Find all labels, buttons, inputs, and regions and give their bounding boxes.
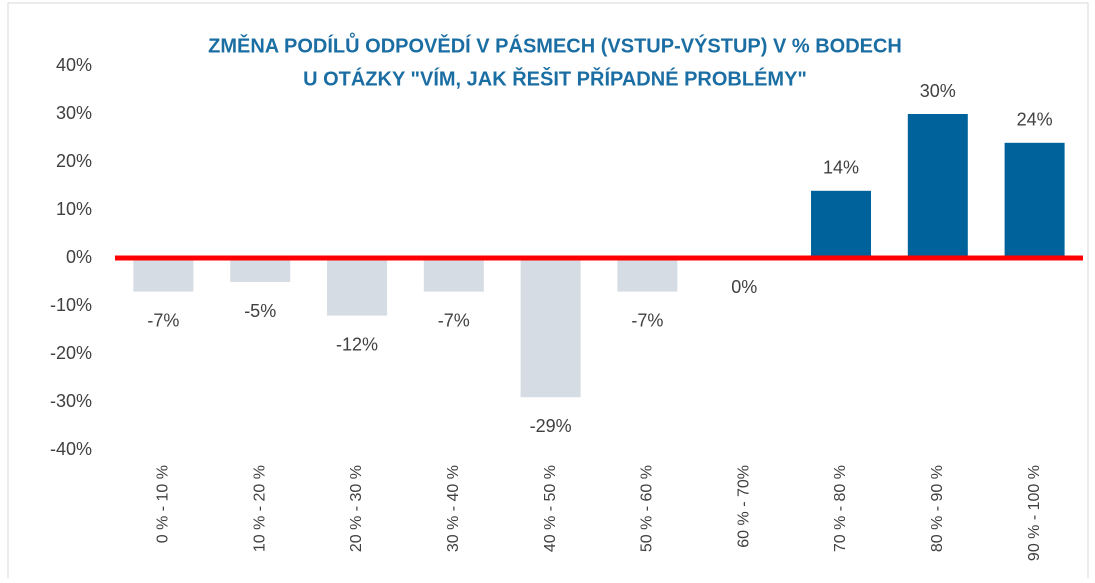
x-tick-label: 50 % - 60 % bbox=[639, 465, 656, 552]
value-label: 0% bbox=[731, 277, 757, 297]
value-label: 30% bbox=[920, 81, 956, 101]
y-tick-label: 20% bbox=[56, 151, 92, 171]
bar bbox=[327, 258, 387, 316]
bar bbox=[520, 258, 581, 398]
bar bbox=[617, 258, 678, 292]
chart-frame bbox=[7, 2, 1089, 583]
x-tick-label: 10 % - 20 % bbox=[251, 465, 268, 552]
value-label: -7% bbox=[631, 310, 663, 330]
value-label: -29% bbox=[530, 416, 572, 436]
y-tick-label: 40% bbox=[56, 55, 92, 75]
y-tick-label: -40% bbox=[50, 439, 92, 459]
y-tick-label: -30% bbox=[50, 391, 92, 411]
bar bbox=[811, 190, 871, 258]
chart-title: ZMĚNA PODÍLŮ ODPOVĚDÍ V PÁSMECH (VSTUP-V… bbox=[208, 31, 902, 57]
x-tick-label: 90 % - 100 % bbox=[1026, 465, 1043, 561]
x-tick-label: 30 % - 40 % bbox=[445, 465, 462, 552]
value-label: -7% bbox=[438, 310, 470, 330]
bar bbox=[1004, 142, 1065, 258]
y-tick-label: -10% bbox=[50, 295, 92, 315]
chart-title: U OTÁZKY "VÍM, JAK ŘEŠIT PŘÍPADNÉ PROBLÉ… bbox=[303, 66, 807, 90]
value-label: -5% bbox=[244, 301, 276, 321]
x-tick-label: 0 % - 10 % bbox=[155, 465, 172, 543]
x-tick-label: 80 % - 90 % bbox=[929, 465, 946, 552]
value-label: 14% bbox=[823, 158, 859, 178]
x-tick-label: 20 % - 30 % bbox=[348, 465, 365, 552]
bar bbox=[907, 114, 968, 258]
bar bbox=[423, 258, 484, 292]
value-label: -7% bbox=[147, 310, 179, 330]
bar bbox=[133, 258, 194, 292]
y-tick-label: -20% bbox=[50, 343, 92, 363]
x-tick-label: 40 % - 50 % bbox=[542, 465, 559, 552]
bar bbox=[230, 258, 291, 282]
y-tick-label: 0% bbox=[66, 247, 92, 267]
value-label: 24% bbox=[1017, 110, 1053, 130]
x-tick-label: 70 % - 80 % bbox=[832, 465, 849, 552]
value-label: -12% bbox=[336, 334, 378, 354]
y-tick-label: 30% bbox=[56, 103, 92, 123]
y-tick-label: 10% bbox=[56, 199, 92, 219]
x-tick-label: 60 % - 70% bbox=[735, 465, 752, 548]
